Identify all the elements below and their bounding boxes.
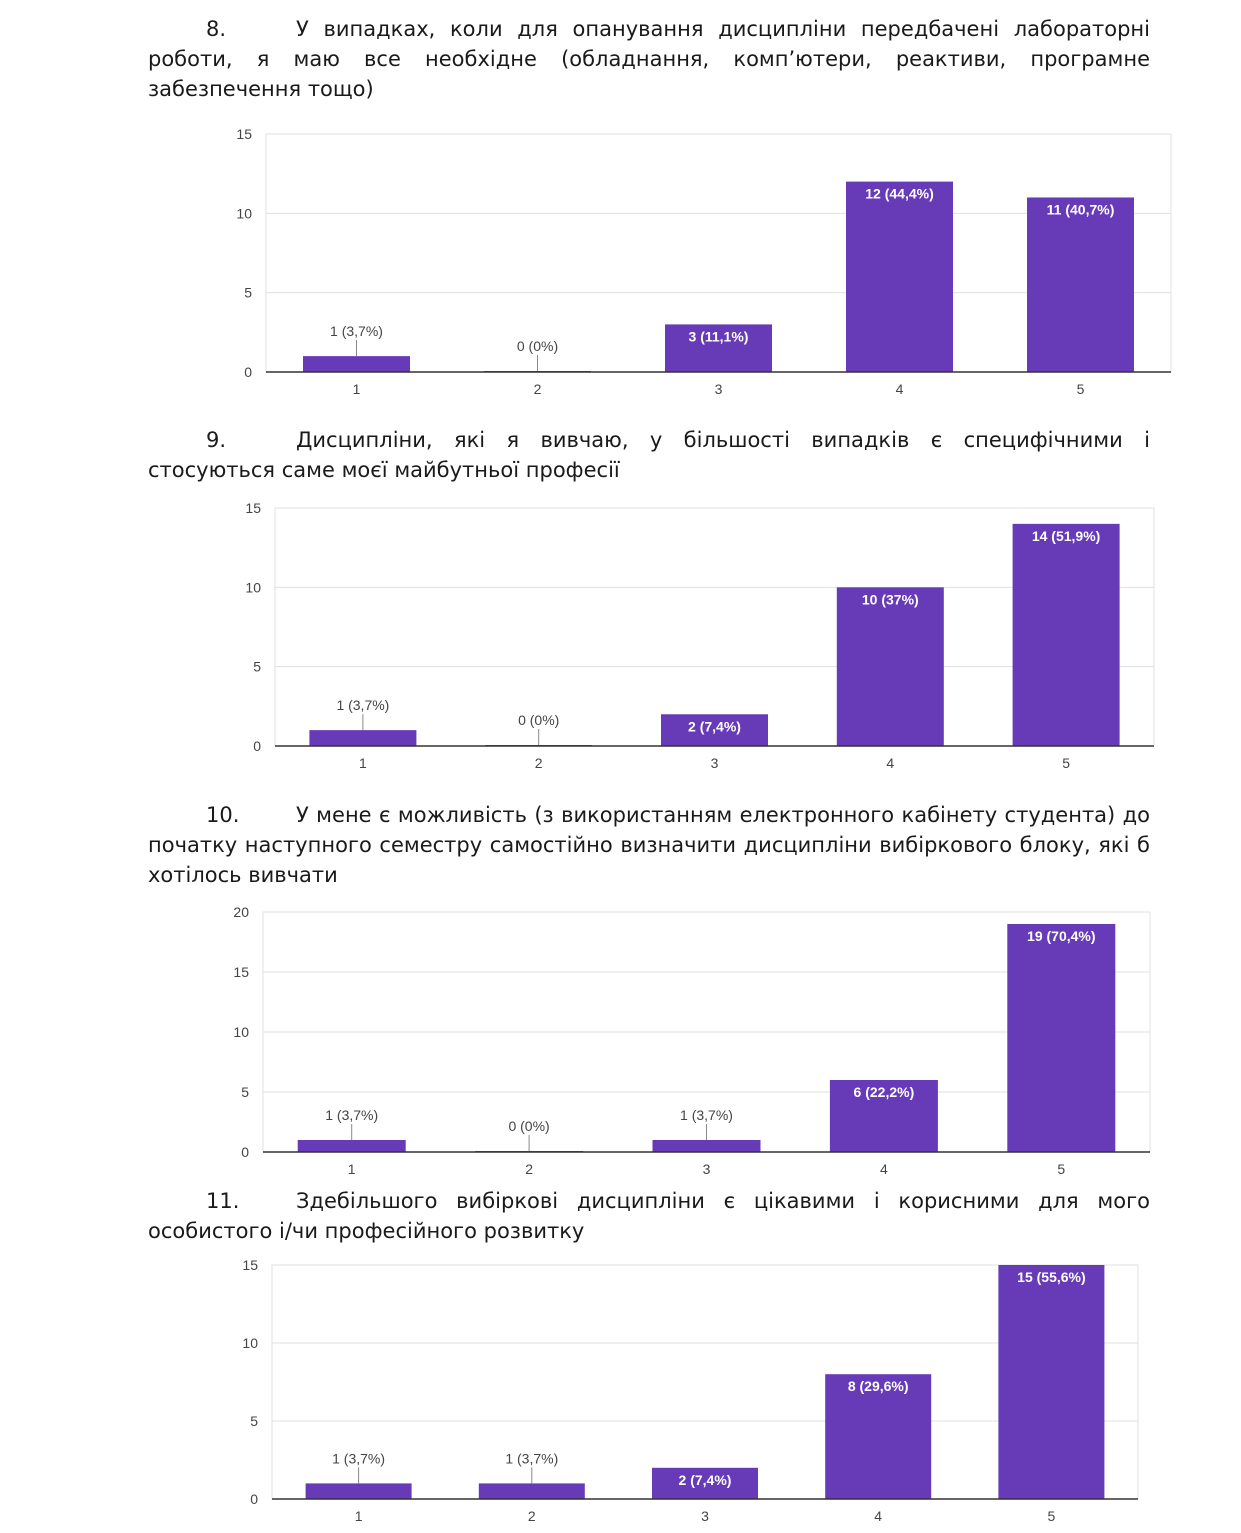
y-tick-label: 0 bbox=[253, 738, 261, 754]
bar bbox=[1012, 523, 1120, 746]
data-label: 1 (3,7%) bbox=[325, 1107, 378, 1123]
data-label: 0 (0%) bbox=[508, 1118, 549, 1134]
data-label: 3 (11,1%) bbox=[689, 328, 749, 344]
bar-chart: 0 5 10 15 20 1 (3,7%) 1 0 (0%) 2 1 (3,7%) 3 6 (22,2… bbox=[233, 904, 1151, 1177]
data-label: 2 (7,4%) bbox=[688, 718, 741, 734]
question-number: 11. bbox=[206, 1189, 240, 1213]
y-tick-label: 10 bbox=[236, 205, 252, 221]
chart-question-9: 0 5 10 15 1 (3,7%) 1 0 (0%) 2 2 (7,4%) 3 10 (37%) 4… bbox=[200, 494, 1200, 784]
y-tick-label: 10 bbox=[242, 1335, 258, 1351]
question-number: 10. bbox=[206, 803, 240, 827]
data-label: 15 (55,6%) bbox=[1017, 1269, 1085, 1285]
x-tick-label: 1 bbox=[355, 1508, 363, 1524]
bar bbox=[1027, 197, 1134, 372]
bar bbox=[829, 1080, 938, 1152]
y-tick-label: 5 bbox=[241, 1084, 249, 1100]
y-tick-label: 15 bbox=[245, 500, 261, 516]
y-tick-label: 15 bbox=[242, 1257, 258, 1273]
x-tick-label: 3 bbox=[715, 381, 723, 397]
x-tick-label: 3 bbox=[701, 1508, 709, 1524]
y-tick-label: 0 bbox=[250, 1491, 258, 1507]
question-8: 8. У випадках, коли для опанування дисцип… bbox=[148, 14, 1150, 104]
bar bbox=[309, 730, 417, 746]
y-tick-label: 10 bbox=[233, 1024, 249, 1040]
x-tick-label: 2 bbox=[535, 755, 543, 771]
bar-chart: 0 5 10 15 1 (3,7%) 1 1 (3,7%) 2 2 (7,4%) 3 8 (29,6… bbox=[242, 1257, 1139, 1524]
data-label: 6 (22,2%) bbox=[854, 1084, 915, 1100]
data-label: 19 (70,4%) bbox=[1027, 928, 1095, 944]
bar bbox=[297, 1140, 406, 1152]
x-tick-label: 3 bbox=[711, 755, 719, 771]
chart-question-8: 0 5 10 15 1 (3,7%) 1 0 (0%) 2 3 (11,1%) 3 12 (44,4… bbox=[200, 118, 1200, 408]
x-tick-label: 1 bbox=[348, 1161, 356, 1177]
chart-question-10: 0 5 10 15 20 1 (3,7%) 1 0 (0%) 2 1 (3,7%) 3 6 (22,2… bbox=[200, 900, 1200, 1190]
x-tick-label: 2 bbox=[525, 1161, 533, 1177]
bar bbox=[478, 1483, 585, 1499]
data-label: 10 (37%) bbox=[862, 591, 919, 607]
question-11: 11. Здебільшого вибіркові дисципліни є ці… bbox=[148, 1186, 1150, 1246]
data-label: 1 (3,7%) bbox=[330, 323, 383, 339]
data-label: 1 (3,7%) bbox=[336, 697, 389, 713]
y-tick-label: 5 bbox=[250, 1413, 258, 1429]
bar bbox=[661, 714, 768, 746]
y-tick-label: 10 bbox=[245, 579, 261, 595]
question-number: 8. bbox=[206, 17, 227, 41]
question-10: 10. У мене є можливість (з використанням … bbox=[148, 800, 1150, 890]
data-label: 8 (29,6%) bbox=[848, 1378, 909, 1394]
bar bbox=[998, 1265, 1105, 1499]
bar-chart: 0 5 10 15 1 (3,7%) 1 0 (0%) 2 3 (11,1%) 3 12 (44,4… bbox=[236, 126, 1172, 397]
data-label: 1 (3,7%) bbox=[505, 1450, 558, 1466]
x-tick-label: 3 bbox=[703, 1161, 711, 1177]
x-tick-label: 2 bbox=[528, 1508, 536, 1524]
bar bbox=[825, 1374, 932, 1499]
question-number: 9. bbox=[206, 428, 227, 452]
question-text: Дисципліни, які я вивчаю, у більшості ви… bbox=[148, 428, 1150, 482]
bar bbox=[305, 1483, 412, 1499]
data-label: 11 (40,7%) bbox=[1047, 201, 1115, 217]
data-label: 1 (3,7%) bbox=[332, 1450, 385, 1466]
question-text: Здебільшого вибіркові дисципліни є цікав… bbox=[148, 1189, 1150, 1243]
y-tick-label: 15 bbox=[233, 964, 249, 980]
y-tick-label: 15 bbox=[236, 126, 252, 142]
bar bbox=[1007, 924, 1116, 1152]
x-tick-label: 5 bbox=[1077, 381, 1085, 397]
x-tick-label: 2 bbox=[534, 381, 542, 397]
x-tick-label: 4 bbox=[880, 1161, 888, 1177]
bar bbox=[665, 324, 772, 372]
y-tick-label: 0 bbox=[241, 1144, 249, 1160]
x-tick-label: 4 bbox=[896, 381, 904, 397]
bar bbox=[846, 181, 953, 372]
x-tick-label: 4 bbox=[874, 1508, 882, 1524]
data-label: 0 (0%) bbox=[518, 712, 559, 728]
bar bbox=[303, 356, 410, 372]
bar-chart: 0 5 10 15 1 (3,7%) 1 0 (0%) 2 2 (7,4%) 3 10 (37%) 4… bbox=[245, 500, 1155, 771]
bar bbox=[652, 1467, 758, 1499]
data-label: 1 (3,7%) bbox=[680, 1107, 733, 1123]
question-text: У мене є можливість (з використанням еле… bbox=[148, 803, 1150, 887]
chart-question-11: 0 5 10 15 1 (3,7%) 1 1 (3,7%) 2 2 (7,4%) 3 8 (29,6… bbox=[200, 1253, 1200, 1528]
data-label: 12 (44,4%) bbox=[865, 186, 933, 202]
bar bbox=[652, 1140, 761, 1152]
x-tick-label: 5 bbox=[1048, 1508, 1056, 1524]
y-tick-label: 5 bbox=[244, 285, 252, 301]
x-tick-label: 4 bbox=[886, 755, 894, 771]
question-text: У випадках, коли для опанування дисциплі… bbox=[148, 17, 1150, 101]
x-tick-label: 1 bbox=[353, 381, 361, 397]
data-label: 2 (7,4%) bbox=[679, 1472, 732, 1488]
x-tick-label: 1 bbox=[359, 755, 367, 771]
x-tick-label: 5 bbox=[1057, 1161, 1065, 1177]
y-tick-label: 5 bbox=[253, 659, 261, 675]
question-9: 9. Дисципліни, які я вивчаю, у більшості … bbox=[148, 425, 1150, 485]
y-tick-label: 0 bbox=[244, 364, 252, 380]
bar bbox=[836, 587, 944, 746]
y-tick-label: 20 bbox=[233, 904, 249, 920]
data-label: 14 (51,9%) bbox=[1032, 528, 1100, 544]
data-label: 0 (0%) bbox=[517, 338, 558, 354]
x-tick-label: 5 bbox=[1062, 755, 1070, 771]
